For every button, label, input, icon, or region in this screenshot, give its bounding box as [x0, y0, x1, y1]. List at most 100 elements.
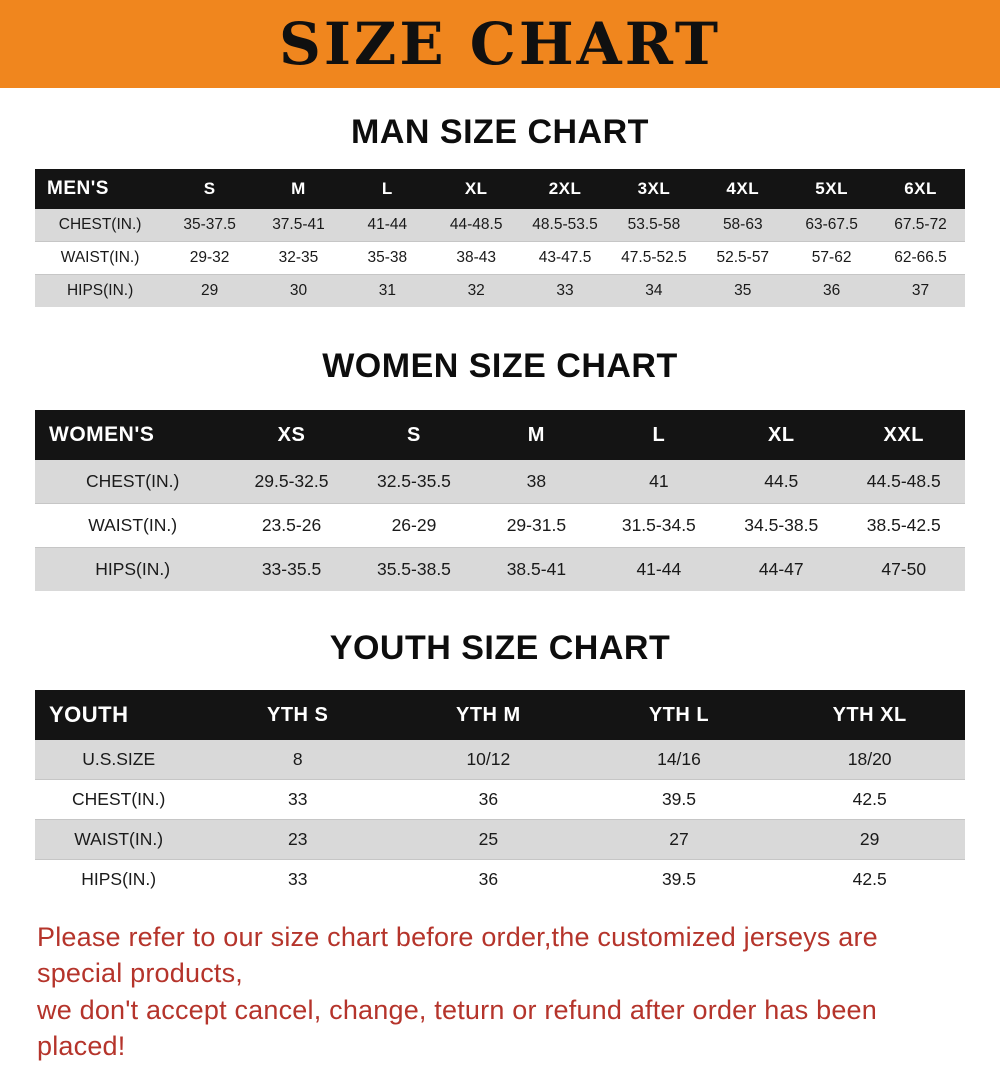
size-cell: 32.5-35.5: [352, 460, 476, 504]
size-cell: 29: [165, 274, 255, 307]
column-header: S: [352, 410, 476, 460]
size-cell: 36: [787, 274, 877, 307]
size-cell: 47.5-52.5: [609, 241, 699, 275]
size-cell: 57-62: [787, 241, 877, 275]
row-label: WAIST(IN.): [35, 503, 231, 548]
size-cell: 35-38: [342, 241, 432, 275]
size-cell: 33: [202, 859, 394, 899]
women-size-chart-section: WOMEN SIZE CHART WOMEN'S XS S M L XL XXL CHEST(I…: [35, 347, 965, 591]
size-cell: 53.5-58: [609, 209, 699, 242]
size-cell: 42.5: [774, 859, 965, 899]
size-cell: 52.5-57: [698, 241, 788, 275]
table-row: HIPS(IN.) 33 36 39.5 42.5: [35, 859, 965, 899]
table-title: WOMEN'S: [35, 410, 231, 460]
size-cell: 34.5-38.5: [720, 503, 843, 548]
size-cell: 38-43: [431, 241, 521, 275]
size-cell: 33-35.5: [230, 547, 353, 591]
size-cell: 23.5-26: [230, 503, 353, 548]
column-header: XL: [720, 410, 843, 460]
size-cell: 14/16: [583, 740, 775, 780]
table-title: MEN'S: [35, 169, 166, 209]
size-cell: 36: [393, 859, 584, 899]
table-title: YOUTH: [35, 690, 203, 740]
table-row: U.S.SIZE 8 10/12 14/16 18/20: [35, 740, 965, 780]
column-header: XL: [431, 169, 521, 209]
size-cell: 32: [431, 274, 521, 307]
size-cell: 27: [583, 819, 775, 860]
page-title: SIZE CHART: [278, 10, 722, 78]
size-cell: 63-67.5: [787, 209, 877, 242]
size-cell: 62-66.5: [876, 241, 965, 275]
size-cell: 31.5-34.5: [597, 503, 721, 548]
table-row: CHEST(IN.) 35-37.5 37.5-41 41-44 44-48.5 48.5…: [35, 209, 965, 242]
header-row: MEN'S S M L XL 2XL 3XL 4XL 5XL 6XL: [35, 169, 965, 209]
size-cell: 43-47.5: [520, 241, 610, 275]
size-cell: 67.5-72: [876, 209, 965, 242]
size-cell: 29-31.5: [475, 503, 598, 548]
row-label: HIPS(IN.): [35, 547, 231, 591]
youth-size-chart-table: YOUTH YTH S YTH M YTH L YTH XL U.S.SIZE 8 10/12…: [35, 690, 965, 899]
size-cell: 41-44: [597, 547, 721, 591]
youth-size-chart-section: YOUTH SIZE CHART YOUTH YTH S YTH M YTH L YTH …: [35, 629, 965, 899]
size-cell: 44-47: [720, 547, 843, 591]
row-label: WAIST(IN.): [35, 241, 166, 275]
size-cell: 33: [520, 274, 610, 307]
size-cell: 23: [202, 819, 394, 860]
size-cell: 39.5: [583, 859, 775, 899]
size-cell: 44-48.5: [431, 209, 521, 242]
table-row: HIPS(IN.) 33-35.5 35.5-38.5 38.5-41 41-44 44-…: [35, 547, 965, 591]
size-cell: 38.5-41: [475, 547, 598, 591]
column-header: 4XL: [698, 169, 788, 209]
size-cell: 32-35: [254, 241, 343, 275]
table-row: HIPS(IN.) 29 30 31 32 33 34 35 36 37: [35, 274, 965, 307]
size-cell: 37: [876, 274, 965, 307]
size-cell: 39.5: [583, 779, 775, 820]
size-cell: 18/20: [774, 740, 965, 780]
charts-container: MAN SIZE CHART MEN'S S M L XL 2XL 3XL 4XL 5XL 6XL C…: [0, 113, 1000, 899]
size-cell: 33: [202, 779, 394, 820]
row-label: CHEST(IN.): [35, 460, 231, 504]
table-row: CHEST(IN.) 33 36 39.5 42.5: [35, 779, 965, 820]
size-cell: 34: [609, 274, 699, 307]
man-size-chart-table: MEN'S S M L XL 2XL 3XL 4XL 5XL 6XL CHEST(IN.) 35-37…: [35, 169, 965, 307]
column-header: YTH L: [583, 690, 775, 740]
row-label: WAIST(IN.): [35, 819, 203, 860]
size-cell: 48.5-53.5: [520, 209, 610, 242]
banner: SIZE CHART: [0, 0, 1000, 88]
column-header: XXL: [842, 410, 965, 460]
size-cell: 35: [698, 274, 788, 307]
women-size-chart-heading: WOMEN SIZE CHART: [322, 347, 678, 385]
header-row: YOUTH YTH S YTH M YTH L YTH XL: [35, 690, 965, 740]
man-size-chart-heading: MAN SIZE CHART: [351, 113, 649, 151]
size-cell: 31: [342, 274, 432, 307]
row-label: HIPS(IN.): [35, 274, 166, 307]
disclaimer-line-2: we don't accept cancel, change, teturn o…: [37, 994, 877, 1062]
size-cell: 29.5-32.5: [230, 460, 353, 504]
row-label: CHEST(IN.): [35, 779, 203, 820]
table-row: WAIST(IN.) 23 25 27 29: [35, 819, 965, 860]
size-cell: 29: [774, 819, 965, 860]
size-cell: 47-50: [842, 547, 965, 591]
table-row: CHEST(IN.) 29.5-32.5 32.5-35.5 38 41 44.5 44.5…: [35, 460, 965, 504]
youth-size-chart-heading: YOUTH SIZE CHART: [329, 629, 671, 667]
row-label: HIPS(IN.): [35, 859, 203, 899]
size-cell: 29-32: [165, 241, 255, 275]
size-cell: 25: [393, 819, 584, 860]
column-header: YTH M: [393, 690, 584, 740]
column-header: YTH XL: [774, 690, 965, 740]
column-header: M: [475, 410, 598, 460]
size-cell: 41-44: [342, 209, 432, 242]
column-header: 6XL: [876, 169, 965, 209]
size-cell: 10/12: [393, 740, 584, 780]
disclaimer-line-1: Please refer to our size chart before or…: [37, 922, 878, 989]
size-cell: 36: [393, 779, 584, 820]
size-cell: 58-63: [698, 209, 788, 242]
column-header: 3XL: [609, 169, 699, 209]
column-header: 5XL: [787, 169, 877, 209]
column-header: YTH S: [202, 690, 394, 740]
row-label: U.S.SIZE: [35, 740, 203, 780]
size-cell: 35-37.5: [165, 209, 255, 242]
size-cell: 35.5-38.5: [352, 547, 476, 591]
table-row: WAIST(IN.) 23.5-26 26-29 29-31.5 31.5-34.5 34…: [35, 503, 965, 548]
size-cell: 44.5-48.5: [842, 460, 965, 504]
